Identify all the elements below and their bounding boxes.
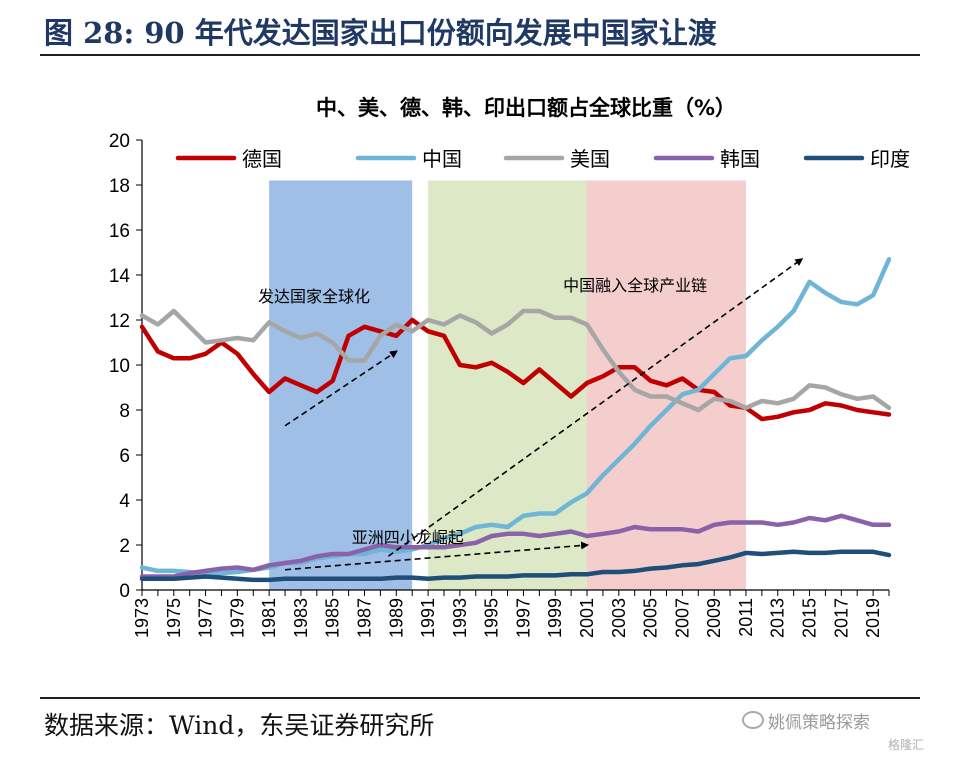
bottom-rule xyxy=(40,697,920,699)
annotation-label-2: 亚洲四小龙崛起 xyxy=(352,528,464,547)
y-tick-label: 0 xyxy=(119,581,130,602)
x-tick-label: 1989 xyxy=(386,598,406,638)
y-tick-label: 2 xyxy=(119,536,130,557)
annotation-label-1: 发达国家全球化 xyxy=(258,287,370,306)
x-tick-label: 1993 xyxy=(450,598,470,638)
watermark-text: 姚佩策略探索 xyxy=(768,712,870,733)
top-rule xyxy=(40,54,920,56)
annotation-arrow-1 xyxy=(284,350,398,427)
x-tick-label: 2003 xyxy=(609,598,629,638)
legend-label-2: 中国 xyxy=(422,147,462,171)
annotation-label-3: 中国融入全球产业链 xyxy=(563,276,707,295)
series-line-5 xyxy=(139,549,892,583)
y-tick-label: 14 xyxy=(109,266,131,287)
line-chart: 0 2 4 6 8 10 12 14 16 18 20 1973 1975 1977 1979 1981 198… xyxy=(109,96,910,638)
y-tick-label: 18 xyxy=(109,176,130,197)
x-tick-label: 2013 xyxy=(768,598,788,638)
series-line-4 xyxy=(139,513,892,579)
chart-axes: 0 2 4 6 8 10 12 14 16 18 20 1973 1975 1977 1979 1981 198… xyxy=(109,131,890,638)
legend-label-5: 印度 xyxy=(870,147,910,171)
x-tick-label: 1995 xyxy=(482,598,502,638)
x-tick-label: 1999 xyxy=(545,598,565,638)
source-note: 数据来源：Wind，东吴证券研究所 xyxy=(44,711,435,740)
legend-label-1: 德国 xyxy=(242,147,282,171)
x-tick-label: 1979 xyxy=(227,598,247,638)
y-tick-label: 20 xyxy=(109,131,130,152)
y-tick-label: 10 xyxy=(109,356,130,377)
figure-title: 图 28: 90 年代发达国家出口份额向发展中国家让渡 xyxy=(44,16,717,50)
series-lines xyxy=(139,257,892,583)
x-tick-label: 2015 xyxy=(800,598,820,638)
shaded-region-1 xyxy=(269,180,413,590)
legend-label-3: 美国 xyxy=(570,147,610,171)
x-tick-label: 2009 xyxy=(704,598,724,638)
watermark: 姚佩策略探索 xyxy=(742,708,870,733)
x-tick-label: 2011 xyxy=(736,598,756,637)
x-tick-label: 1987 xyxy=(355,598,375,638)
x-tick-label: 2007 xyxy=(672,598,692,638)
series-line-3 xyxy=(139,308,892,413)
x-tick-label: 1991 xyxy=(418,598,438,638)
y-tick-label: 8 xyxy=(119,401,130,422)
y-tick-label: 6 xyxy=(119,446,130,467)
series-line-1 xyxy=(139,317,892,422)
x-tick-label: 2001 xyxy=(577,598,597,638)
annotation-arrow-3 xyxy=(387,258,804,557)
x-tick-label: 2005 xyxy=(641,598,661,638)
y-tick-label: 4 xyxy=(119,491,130,512)
y-tick-label: 12 xyxy=(109,311,130,332)
legend-label-4: 韩国 xyxy=(720,147,760,171)
x-tick-label: 1985 xyxy=(323,598,343,638)
x-tick-label: 2019 xyxy=(863,598,883,638)
x-tick-label: 1975 xyxy=(164,598,184,638)
y-tick-label: 16 xyxy=(109,221,130,242)
x-tick-label: 1983 xyxy=(291,598,311,638)
watermark-2: 格隆汇 xyxy=(888,738,925,752)
wechat-icon xyxy=(742,711,764,729)
x-tick-label: 1997 xyxy=(513,598,533,638)
chart-legend: 德国 中国 美国 韩国 印度 xyxy=(175,147,910,171)
x-tick-label: 1977 xyxy=(196,598,216,638)
annotation-arrow-2 xyxy=(284,541,590,571)
x-tick-label: 1973 xyxy=(132,598,152,638)
x-tick-label: 1981 xyxy=(259,598,279,638)
x-tick-label: 2017 xyxy=(831,598,851,638)
chart-title: 中、美、德、韩、印出口额占全球比重（%） xyxy=(316,96,736,120)
